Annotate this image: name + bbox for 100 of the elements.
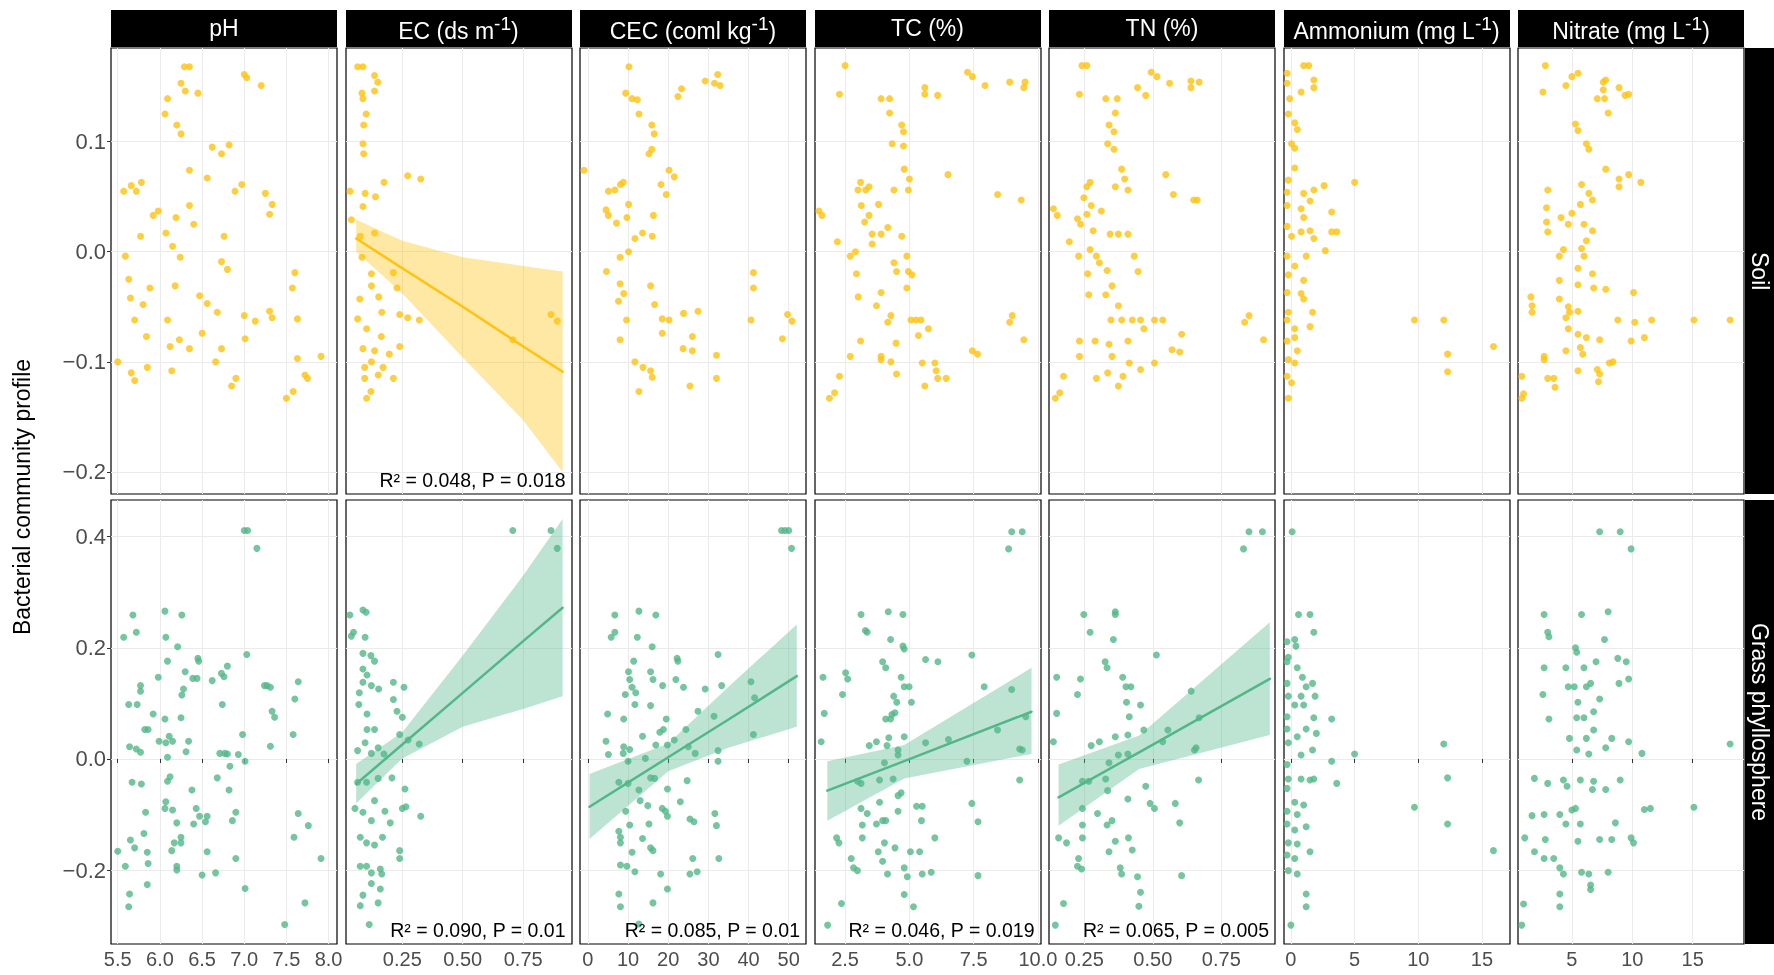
x-tick-label: 2.5 — [830, 948, 859, 970]
point — [1290, 325, 1298, 333]
point — [1290, 798, 1298, 806]
point — [379, 178, 387, 186]
point — [1327, 757, 1335, 765]
point — [1284, 394, 1292, 402]
x-tick-label: 8.0 — [314, 948, 343, 970]
point — [1290, 262, 1298, 270]
point — [1439, 316, 1447, 324]
y-tick-label: 0.1 — [75, 129, 106, 155]
x-tick-label: 5 — [1348, 948, 1360, 970]
point — [1299, 276, 1307, 284]
y-tick-label: −0.1 — [62, 349, 106, 375]
point — [1290, 144, 1298, 152]
point — [416, 175, 424, 183]
point — [347, 216, 355, 224]
x-tick-label: 50 — [777, 948, 800, 970]
point — [1283, 372, 1291, 380]
point — [1290, 119, 1298, 127]
x-tick-label: 7.0 — [230, 948, 259, 970]
point — [1302, 903, 1310, 911]
chart-title: pH — [209, 15, 239, 42]
y-tick-label: −0.2 — [62, 459, 106, 485]
point — [1287, 232, 1295, 240]
point — [1283, 79, 1291, 87]
point — [1290, 635, 1298, 643]
point — [358, 140, 366, 148]
point — [1302, 725, 1310, 733]
point — [1308, 679, 1316, 687]
y-tick-label: 0.0 — [75, 239, 106, 265]
x-tick-label: 0.75 — [1201, 948, 1241, 970]
point — [1306, 323, 1313, 331]
y-tick-label: 0.2 — [75, 635, 106, 661]
point — [1284, 739, 1292, 747]
point — [362, 394, 370, 402]
y-tick-label: 0.4 — [75, 524, 106, 550]
point — [1443, 350, 1451, 358]
point — [1283, 761, 1291, 769]
point — [359, 150, 367, 158]
point — [1284, 271, 1292, 279]
point — [1283, 807, 1291, 815]
point — [355, 295, 363, 303]
point — [1302, 252, 1310, 260]
point — [1302, 683, 1310, 691]
point — [1284, 308, 1292, 316]
point — [1284, 775, 1292, 783]
point — [1306, 848, 1313, 856]
point — [1284, 356, 1292, 364]
point — [1309, 186, 1317, 194]
point — [1410, 803, 1418, 811]
point — [1283, 201, 1291, 209]
annotation: R² = 0.048, P = 0.018 — [379, 469, 566, 492]
point — [1321, 247, 1329, 255]
point — [358, 95, 366, 103]
point — [1283, 288, 1291, 296]
point — [1287, 379, 1295, 387]
point — [1489, 342, 1497, 350]
point — [395, 342, 403, 350]
point — [1283, 638, 1291, 646]
point — [1308, 746, 1316, 754]
point — [1290, 334, 1298, 342]
y-tick-label: 0.0 — [75, 746, 106, 772]
point — [415, 316, 423, 324]
y-tick-label: −0.2 — [62, 857, 106, 883]
point — [371, 193, 379, 201]
point — [1283, 713, 1291, 721]
point — [1284, 839, 1292, 847]
point — [362, 325, 370, 333]
point — [1327, 208, 1335, 216]
point — [1297, 692, 1305, 700]
point — [1299, 214, 1307, 222]
point — [360, 374, 368, 382]
point — [1332, 779, 1340, 787]
point — [1410, 316, 1418, 324]
point — [1302, 823, 1310, 831]
point — [1308, 308, 1316, 316]
annotation: R² = 0.085, P = 0.01 — [624, 919, 800, 942]
annotation: R² = 0.090, P = 0.01 — [390, 919, 566, 942]
y-axis-title: Bacterial community profile — [8, 358, 36, 636]
point — [1327, 715, 1335, 723]
x-tick-label: 15 — [1681, 948, 1704, 970]
x-tick-label: 10 — [1621, 948, 1644, 970]
point — [1293, 811, 1301, 819]
point — [1293, 347, 1301, 355]
point — [1283, 658, 1291, 666]
point — [1320, 182, 1327, 190]
point — [389, 374, 397, 382]
point — [1309, 84, 1317, 92]
point — [358, 63, 366, 71]
chart-title: Nitrate (mg L$^{-1}$) — [1552, 12, 1710, 45]
chart-title: EC (ds m$^{-1}$) — [398, 12, 519, 45]
point — [1443, 820, 1451, 828]
chart-title: TN (%) — [1125, 15, 1199, 42]
chart-title: Ammonium (mg L$^{-1}$) — [1293, 12, 1500, 45]
point — [1283, 679, 1291, 687]
point — [377, 308, 385, 316]
point — [1299, 701, 1307, 709]
x-tick-label: 0.75 — [503, 948, 543, 970]
point — [1284, 110, 1292, 118]
point — [358, 203, 366, 211]
